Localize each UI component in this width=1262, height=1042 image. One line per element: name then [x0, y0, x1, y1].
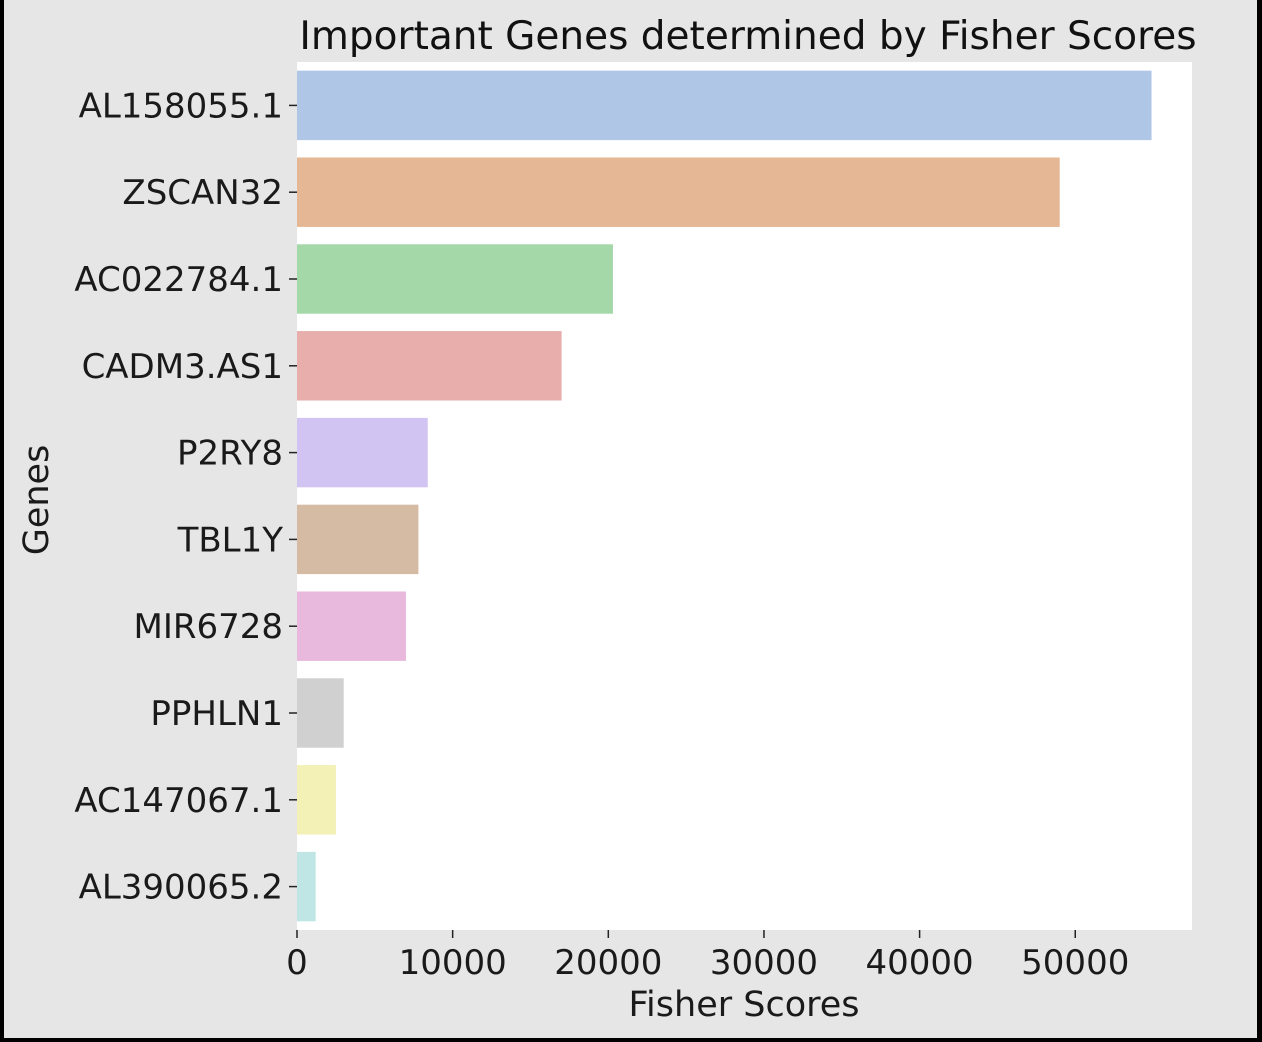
bar-p2ry8 — [297, 417, 428, 488]
x-tick-label: 40000 — [866, 943, 974, 983]
bar-mir6728 — [297, 591, 406, 661]
y-tick-label: AL158055.1 — [79, 86, 283, 126]
x-axis: 0 10000 20000 30000 40000 50000 — [286, 930, 1129, 983]
x-axis-title: Fisher Scores — [628, 985, 859, 1025]
bar-ac147067-1 — [297, 765, 336, 835]
x-tick-label: 20000 — [554, 943, 662, 983]
x-tick-label: 0 — [286, 943, 308, 983]
y-axis-title: Genes — [17, 445, 57, 556]
y-tick-label: P2RY8 — [177, 434, 283, 474]
y-tick-label: AL390065.2 — [79, 868, 283, 908]
y-tick-label: TBL1Y — [177, 520, 284, 560]
y-axis: AL158055.1 ZSCAN32 AC022784.1 CADM3.AS1 P2RY… — [74, 86, 297, 908]
y-tick-label: AC022784.1 — [74, 260, 283, 300]
bar-cadm3-as1 — [297, 331, 562, 401]
y-tick-label: ZSCAN32 — [122, 173, 283, 213]
bar-al390065-2 — [297, 851, 316, 922]
x-tick-label: 10000 — [399, 943, 507, 983]
y-tick-label: AC147067.1 — [74, 781, 283, 821]
bar-tbl1y — [297, 504, 419, 575]
bar-pphln1 — [297, 678, 344, 748]
bar-al158055-1 — [297, 70, 1152, 141]
x-tick-label: 50000 — [1021, 943, 1129, 983]
chart-figure: Important Genes determined by Fisher Sco… — [4, 0, 1257, 1038]
y-tick-label: PPHLN1 — [150, 694, 283, 734]
chart-title: Important Genes determined by Fisher Sco… — [299, 14, 1196, 59]
bar-ac022784-1 — [297, 244, 613, 314]
bar-zscan32 — [297, 157, 1060, 227]
x-tick-label: 30000 — [710, 943, 818, 983]
y-tick-label: MIR6728 — [133, 607, 283, 647]
bar-chart: Important Genes determined by Fisher Sco… — [17, 14, 1197, 1025]
y-tick-label: CADM3.AS1 — [82, 347, 283, 387]
bars-group — [297, 70, 1152, 922]
